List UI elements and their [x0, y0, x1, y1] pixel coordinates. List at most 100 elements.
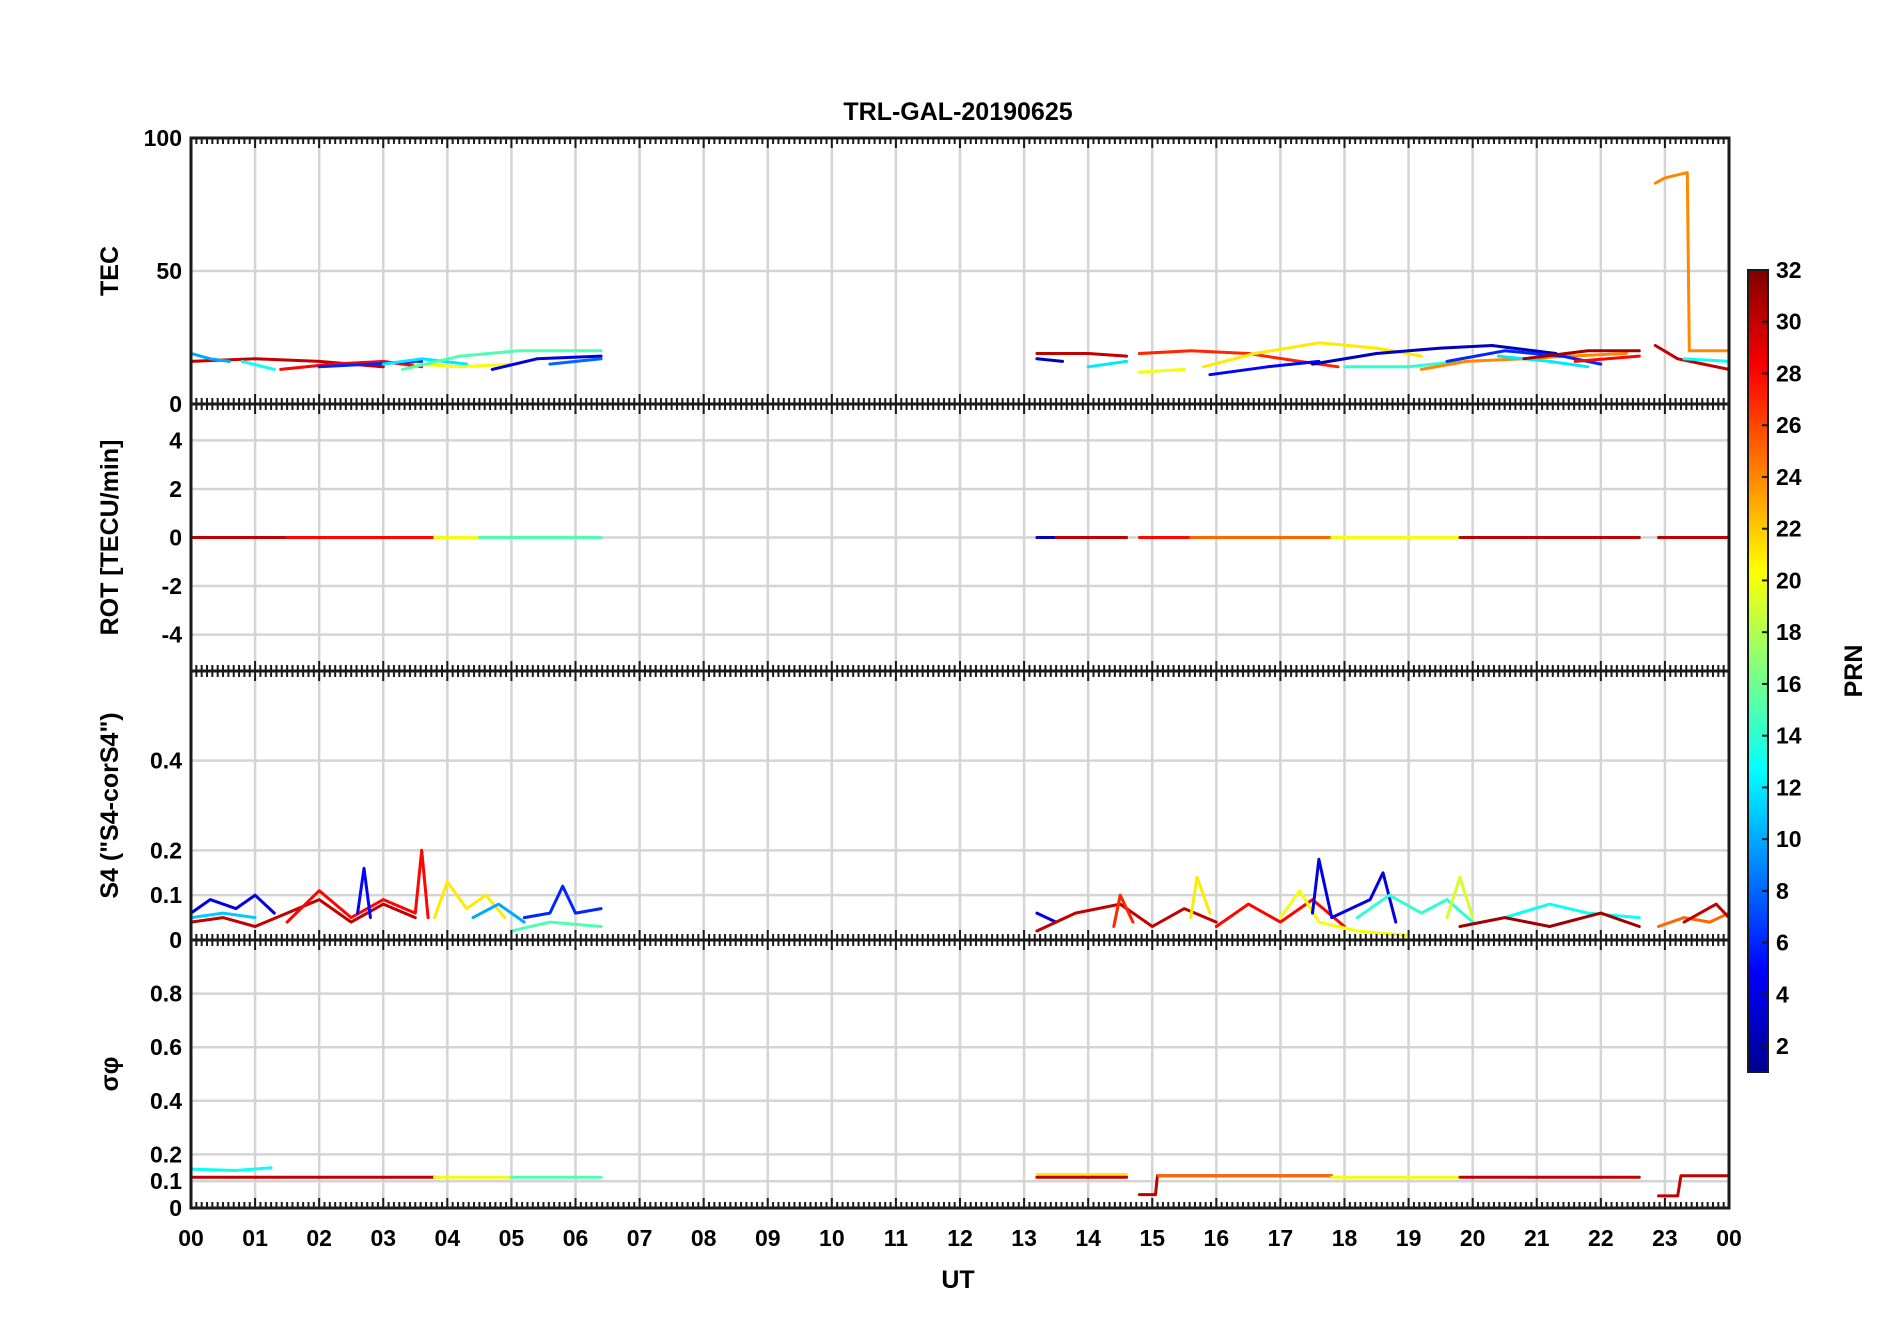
y-tick-label: 100 — [144, 125, 182, 151]
colorbar-tick-label: 12 — [1776, 774, 1802, 800]
series-prn-21 — [1189, 875, 1212, 920]
series-prn-20 — [1137, 367, 1186, 374]
x-tick-label: 10 — [819, 1225, 845, 1251]
colorbar-tick-label: 30 — [1776, 309, 1802, 335]
colorbar-tick-label: 24 — [1776, 464, 1802, 490]
panel-tec: 0 50 100 TEC — [96, 125, 1731, 417]
series-prn-3 — [1311, 344, 1558, 366]
series-prn-11 — [191, 911, 257, 920]
series-prn-30 — [1657, 1174, 1729, 1198]
series-prn-12 — [1086, 359, 1129, 369]
colorbar-tick-label: 18 — [1776, 619, 1802, 645]
x-tick-label: 02 — [306, 1225, 332, 1251]
y-tick-label: 4 — [169, 427, 182, 453]
x-tick-label: 22 — [1588, 1225, 1614, 1251]
colorbar-tick-label: 10 — [1776, 826, 1802, 852]
series-prn-30 — [1653, 344, 1729, 371]
x-tick-label: 00 — [1716, 1225, 1742, 1251]
series-group — [191, 848, 1729, 937]
series-prn-14 — [1355, 893, 1475, 924]
series-prn-4 — [1311, 857, 1398, 924]
x-tick-label: 06 — [563, 1225, 589, 1251]
series-group — [191, 171, 1729, 377]
colorbar-tick-label: 26 — [1776, 412, 1802, 438]
y-axis-label-s4: S4 ("S4-corS4") — [96, 712, 124, 898]
x-tick-label: 00 — [178, 1225, 204, 1251]
series-prn-12 — [1496, 354, 1590, 369]
series-prn-25 — [1657, 911, 1729, 928]
series-prn-13 — [191, 1166, 273, 1172]
x-tick-label: 15 — [1139, 1225, 1165, 1251]
y-tick-label: 0.1 — [150, 882, 182, 908]
colorbar-tick-label: 16 — [1776, 671, 1802, 697]
y-tick-label: 0 — [169, 1195, 182, 1221]
y-tick-label: 0.4 — [150, 1088, 182, 1114]
y-tick-label: 0.4 — [150, 748, 182, 774]
colorbar-tick-label: 2 — [1776, 1033, 1789, 1059]
x-tick-label: 07 — [627, 1225, 653, 1251]
series-prn-19 — [1445, 875, 1475, 920]
series-prn-20 — [413, 362, 513, 369]
x-tick-label: 08 — [691, 1225, 717, 1251]
colorbar-gradient — [1747, 269, 1769, 1073]
y-tick-label: 0.2 — [150, 837, 182, 863]
colorbar-tick-label: 22 — [1776, 516, 1802, 542]
series-group — [191, 1166, 1729, 1198]
colorbar-label: PRN — [1840, 645, 1868, 698]
x-axis-label: UT — [941, 1266, 974, 1294]
series-prn-10 — [191, 352, 231, 363]
series-prn-5 — [1208, 359, 1321, 377]
colorbar-tick-label: 28 — [1776, 360, 1802, 386]
panel-sigma_phi: 00.10.2 0.4 0.6 0.8 σφ — [96, 938, 1731, 1221]
x-tick-label: 17 — [1268, 1225, 1294, 1251]
series-prn-30 — [1035, 352, 1129, 358]
colorbar-tick-label: 6 — [1776, 930, 1789, 956]
x-tick-label: 04 — [435, 1225, 461, 1251]
y-axis-label-sigma_phi: σφ — [96, 1057, 124, 1092]
series-prn-15 — [509, 920, 603, 933]
panel-rot: -4 -2 0 2 4 ROT [TECU/min] — [96, 402, 1731, 673]
panel-s4: 0 0.1 0.2 0.4 S4 ("S4-corS4") — [96, 669, 1731, 953]
series-prn-4 — [490, 354, 603, 371]
series-prn-3 — [1035, 357, 1064, 363]
x-tick-label: 12 — [947, 1225, 973, 1251]
series-prn-30 — [1137, 1174, 1334, 1197]
series-prn-28 — [1573, 354, 1641, 363]
y-axis-label-rot: ROT [TECU/min] — [96, 440, 124, 636]
series-prn-6 — [522, 884, 603, 920]
series-prn-28 — [279, 359, 424, 371]
series-prn-13 — [240, 359, 276, 371]
y-tick-label: 0.6 — [150, 1034, 182, 1060]
y-tick-label: -2 — [162, 573, 182, 599]
series-prn-5 — [356, 866, 372, 920]
x-tick-label: 19 — [1396, 1225, 1422, 1251]
series-prn-30 — [1035, 902, 1218, 933]
series-prn-27 — [1112, 893, 1135, 928]
y-tick-label: 0.2 — [150, 1141, 182, 1167]
series-prn-20 — [1278, 889, 1411, 937]
y-tick-label: -4 — [162, 622, 183, 648]
x-tick-label: 11 — [884, 1225, 909, 1251]
y-tick-label: 0.1 — [150, 1168, 182, 1194]
chart-title: TRL-GAL-20190625 — [843, 98, 1072, 126]
series-prn-15 — [401, 349, 603, 371]
x-tick-label: 13 — [1011, 1225, 1037, 1251]
series-prn-24 — [1653, 171, 1729, 353]
colorbar-tick-label: 14 — [1776, 723, 1802, 749]
x-tick-label: 14 — [1075, 1225, 1101, 1251]
series-prn-8 — [548, 357, 603, 366]
series-prn-14 — [1343, 359, 1462, 369]
y-tick-label: 50 — [156, 258, 182, 284]
y-tick-label: 0.8 — [150, 981, 182, 1007]
series-prn-12 — [381, 357, 469, 366]
series-prn-13 — [1503, 902, 1641, 920]
series-prn-31 — [1522, 349, 1641, 361]
y-axis-label-tec: TEC — [96, 246, 124, 296]
series-prn-31 — [1458, 911, 1641, 928]
series-prn-13 — [1682, 357, 1729, 363]
colorbar-tick-label: 4 — [1776, 981, 1789, 1007]
y-tick-label: 0 — [169, 391, 182, 417]
series-prn-21 — [433, 880, 507, 920]
